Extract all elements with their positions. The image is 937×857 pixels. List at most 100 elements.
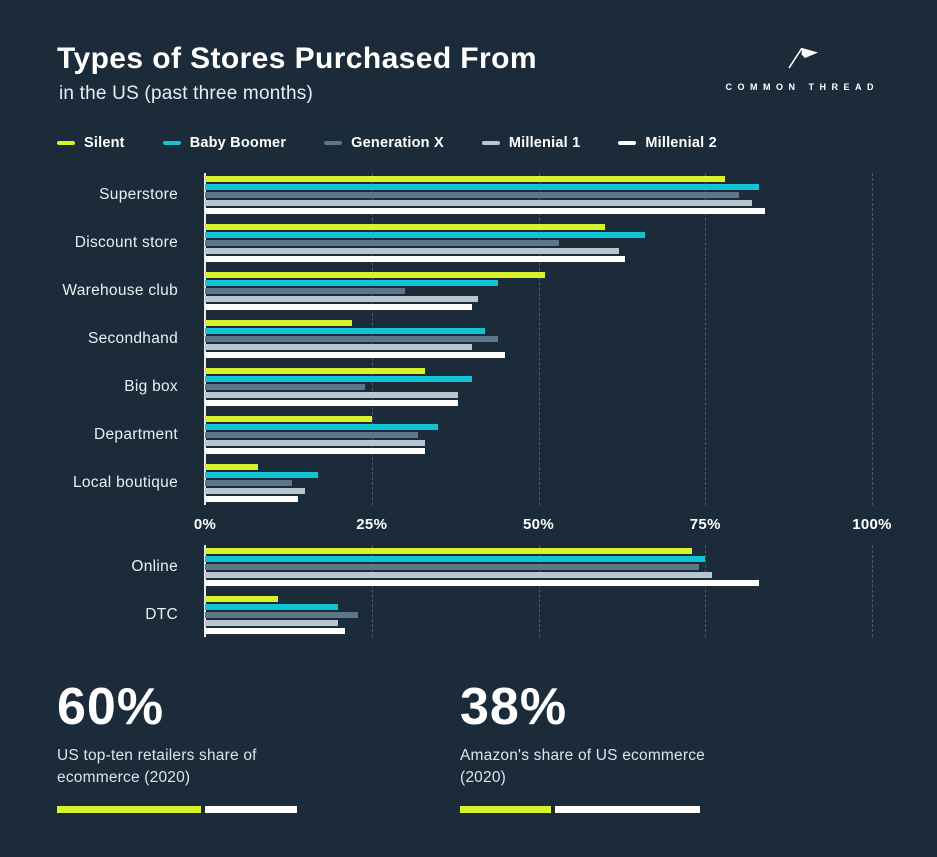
bar-baby-boomer [205, 184, 759, 190]
bar-millenial-1 [205, 200, 752, 206]
category-label: Discount store [74, 234, 178, 251]
bar-baby-boomer [205, 376, 472, 382]
bar-baby-boomer [205, 604, 339, 610]
bar-group-superstore: Superstore [0, 171, 937, 219]
gridline-50 [538, 173, 540, 505]
category-label: Online [131, 558, 178, 575]
bars [205, 416, 872, 454]
bar-millenial-2 [205, 400, 459, 406]
chart-grid-secondary [204, 545, 873, 637]
category-label: Secondhand [87, 330, 178, 347]
bars [205, 596, 872, 634]
legend-item-generation-x: Generation X [324, 135, 444, 151]
bar-group-discount-store: Discount store [0, 219, 937, 267]
bars [205, 320, 872, 358]
brand-logo: COMMON THREAD [726, 44, 880, 92]
stat-value: 38% [460, 678, 568, 736]
title-block: Types of Stores Purchased From in the US… [57, 42, 537, 105]
bars [205, 224, 872, 262]
category-label: Local boutique [72, 474, 178, 491]
category-label: Warehouse club [62, 282, 178, 299]
category-label: Big box [124, 378, 178, 395]
gridline-75 [705, 173, 707, 505]
stat-progress-bar [460, 805, 700, 813]
bar-silent [205, 464, 259, 470]
flag-icon [781, 44, 823, 75]
x-tick-50: 50% [523, 516, 554, 533]
x-tick-75: 75% [689, 516, 721, 533]
bar-millenial-1 [205, 572, 712, 578]
gridline-50 [538, 545, 540, 637]
gridline-100 [872, 173, 873, 505]
bars [205, 548, 872, 586]
bars [205, 464, 872, 502]
x-tick-25: 25% [356, 516, 388, 533]
bar-silent [205, 548, 692, 554]
chart-groups: Superstore Discount store Warehouse club Se… [0, 171, 937, 507]
bar-millenial-2 [205, 580, 759, 586]
bars [205, 368, 872, 406]
stat-progress-rest [205, 805, 297, 813]
x-axis: 0% 25% 50% 75% 100% [194, 507, 892, 543]
legend: Silent Baby Boomer Generation X Millenial 1… [57, 135, 937, 151]
bar-generation-x [205, 384, 366, 390]
legend-dash-icon [481, 141, 500, 145]
bar-millenial-1 [205, 392, 459, 398]
bar-baby-boomer [205, 280, 499, 286]
header: Types of Stores Purchased From in the US… [0, 0, 937, 105]
chart-groups-secondary: Online DTC [0, 543, 937, 639]
bar-group-big-box: Big box [0, 363, 937, 411]
bar-generation-x [205, 240, 559, 246]
stat-label: Amazon's share of US ecommerce (2020) [460, 747, 705, 787]
bar-millenial-1 [205, 248, 619, 254]
bar-millenial-1 [205, 488, 306, 494]
bar-generation-x [205, 564, 699, 570]
online-dtc-chart: Online DTC [0, 543, 937, 639]
category-label: DTC [145, 606, 178, 623]
bar-baby-boomer [205, 328, 486, 334]
bar-silent [205, 320, 352, 326]
bar-millenial-2 [205, 352, 506, 358]
legend-item-baby-boomer: Baby Boomer [162, 135, 287, 151]
stat-progress-rest [555, 805, 700, 813]
bars [205, 272, 872, 310]
bar-millenial-1 [205, 344, 472, 350]
stat-amazon-share: 38% Amazon's share of US ecommerce (2020… [460, 681, 755, 813]
legend-item-silent: Silent [57, 135, 125, 151]
stat-label: US top-ten retailers share of ecommerce … [57, 747, 257, 787]
bar-baby-boomer [205, 556, 706, 562]
gridline-100 [872, 545, 873, 637]
bar-generation-x [205, 480, 292, 486]
bar-millenial-1 [205, 296, 479, 302]
bar-group-secondhand: Secondhand [0, 315, 937, 363]
stat-top-ten-retailers: 60% US top-ten retailers share of ecomme… [57, 681, 352, 813]
legend-label: Millenial 2 [645, 135, 717, 151]
bar-millenial-1 [205, 440, 426, 446]
legend-label: Silent [84, 135, 125, 151]
legend-dash-icon [324, 141, 343, 145]
x-tick-0: 0% [193, 516, 217, 533]
stat-value: 60% [57, 678, 165, 736]
bar-group-department: Department [0, 411, 937, 459]
bar-group-warehouse-club: Warehouse club [0, 267, 937, 315]
legend-label: Baby Boomer [189, 135, 287, 151]
bar-millenial-2 [205, 256, 626, 262]
legend-item-millenial-1: Millenial 1 [481, 135, 581, 151]
bar-silent [205, 416, 372, 422]
page-subtitle: in the US (past three months) [59, 83, 313, 104]
bar-generation-x [205, 288, 406, 294]
bar-group-online: Online [0, 543, 937, 591]
page-title: Types of Stores Purchased From [57, 42, 537, 75]
category-label: Department [94, 426, 178, 443]
bar-millenial-2 [205, 628, 346, 634]
legend-dash-icon [618, 141, 637, 145]
bar-silent [205, 596, 279, 602]
bar-baby-boomer [205, 424, 439, 430]
bar-generation-x [205, 336, 499, 342]
store-types-chart: Superstore Discount store Warehouse club Se… [0, 171, 937, 507]
bar-baby-boomer [205, 232, 646, 238]
axis-zero-line [204, 545, 206, 637]
bar-millenial-2 [205, 304, 472, 310]
legend-label: Generation X [351, 135, 444, 151]
